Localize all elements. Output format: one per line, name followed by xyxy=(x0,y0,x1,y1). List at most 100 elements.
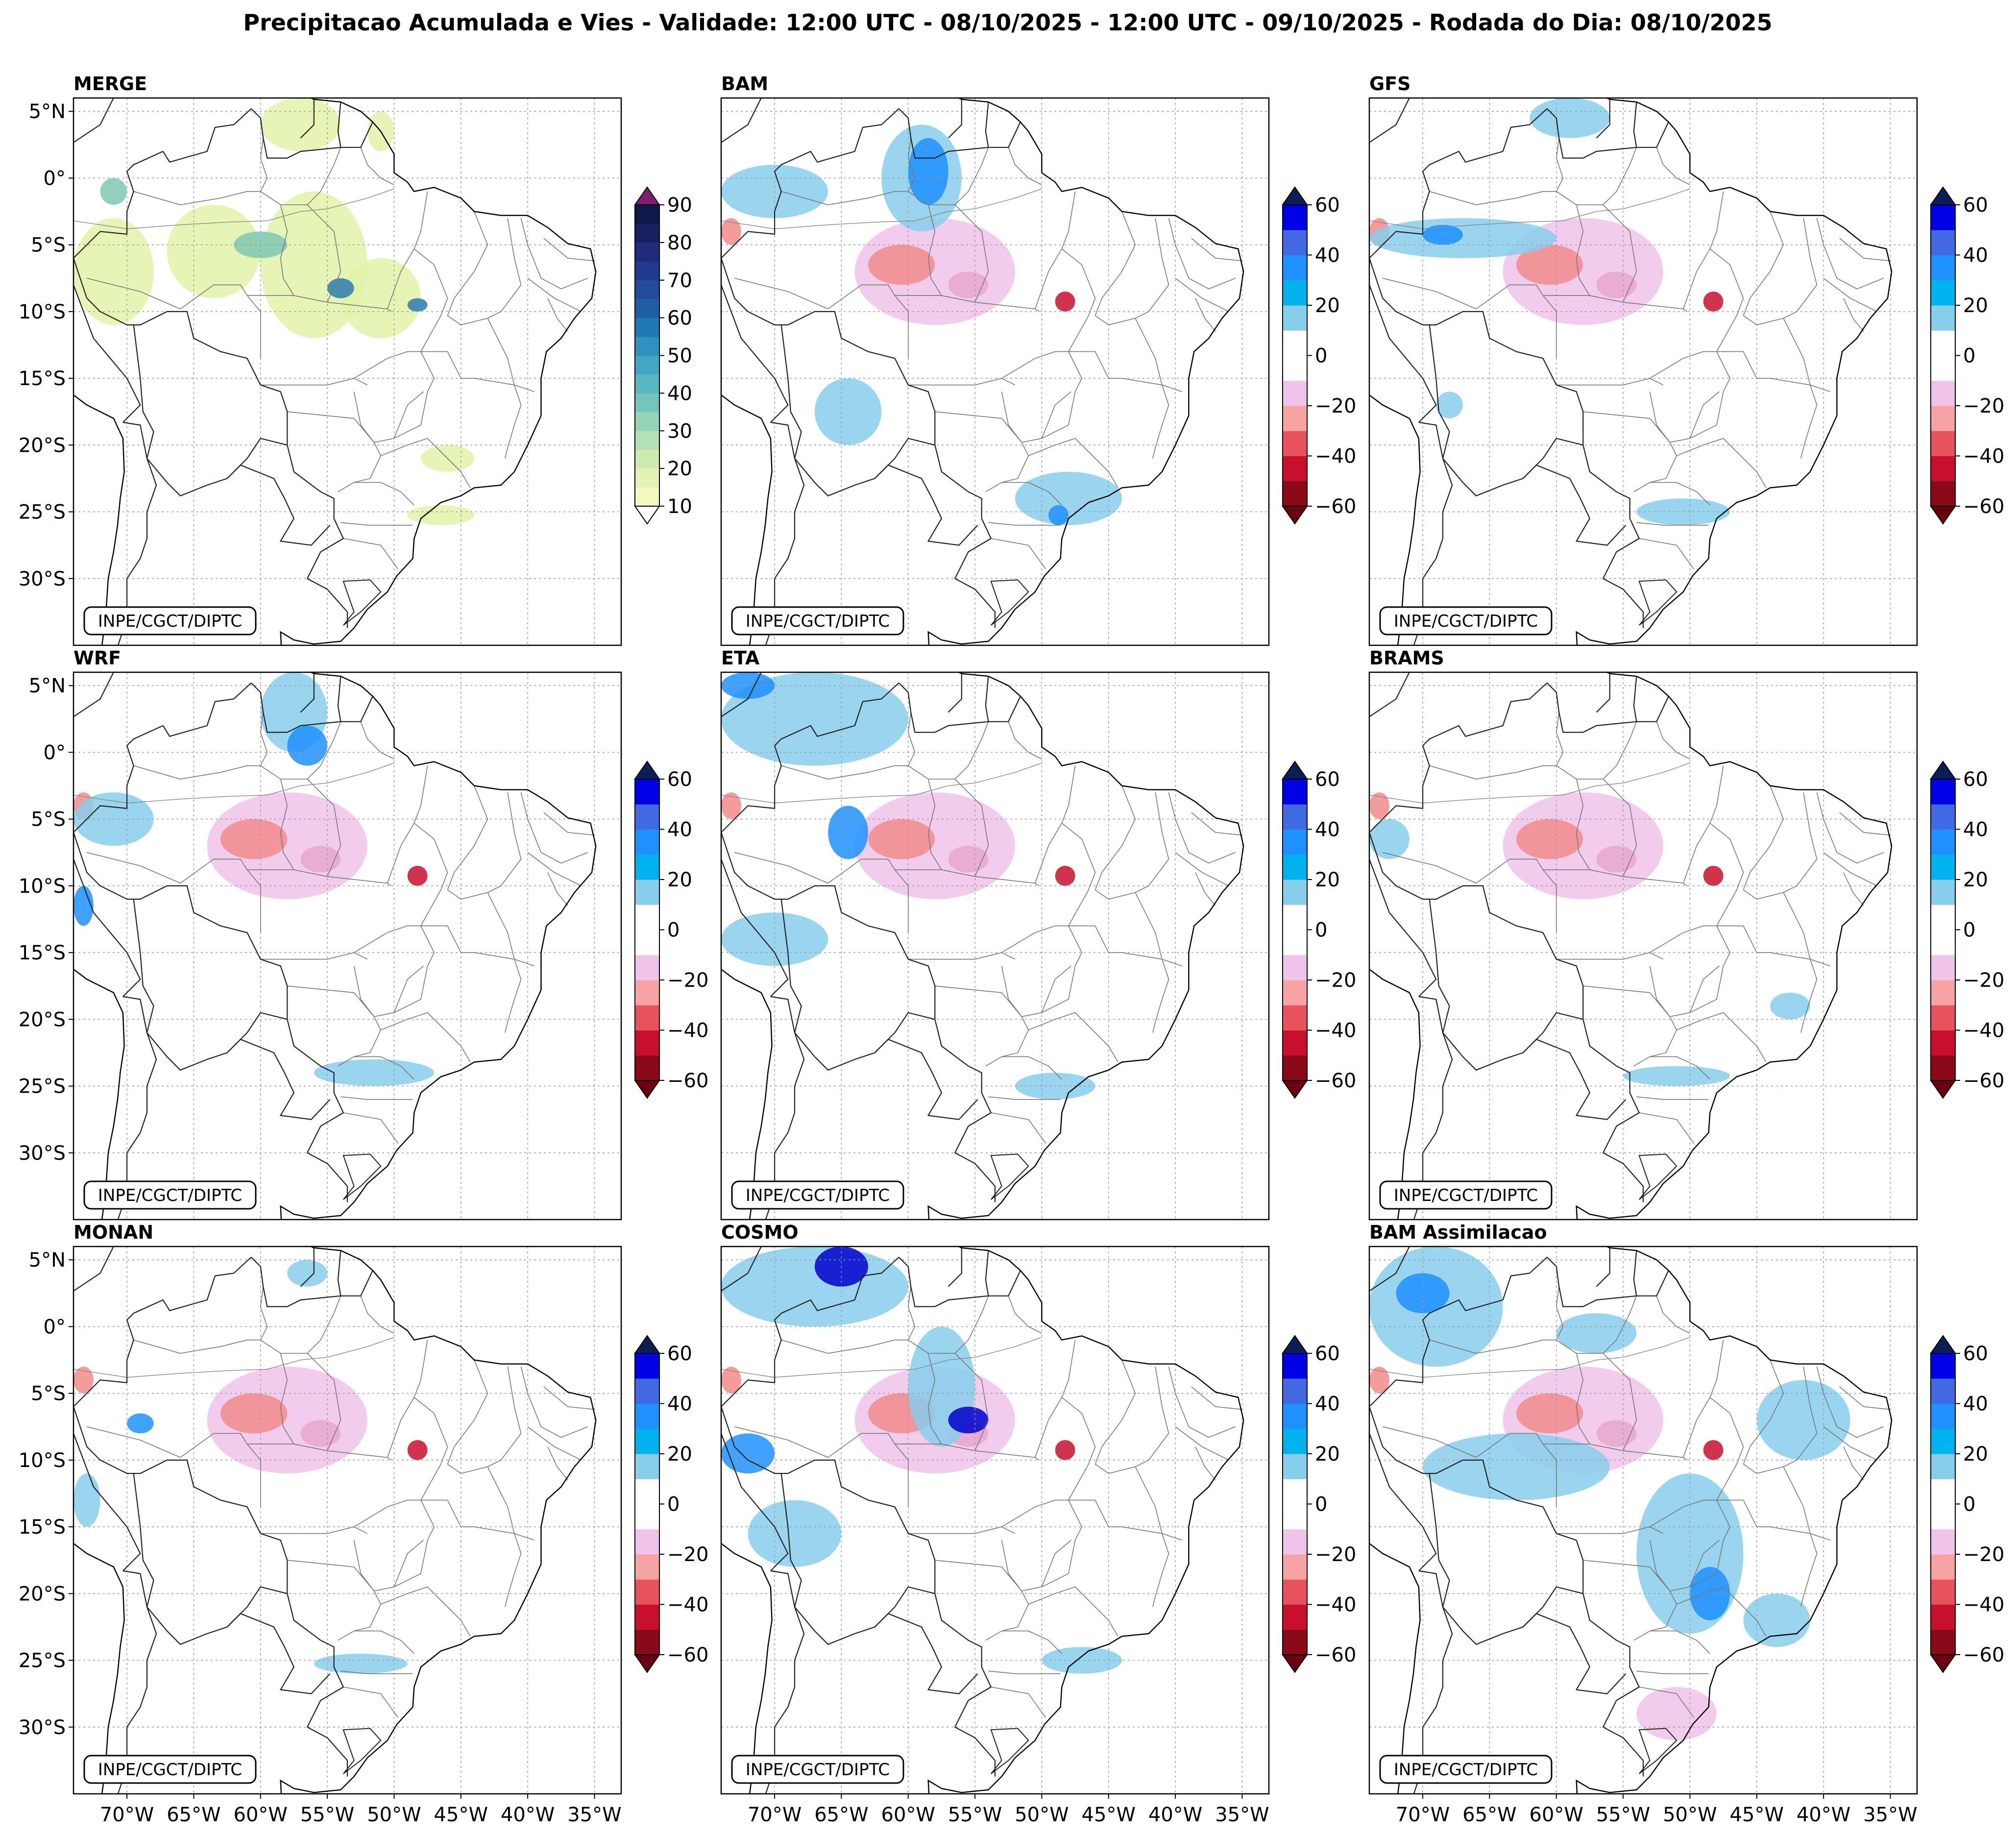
map-content xyxy=(73,672,621,1220)
colorbar-tick-label: 40 xyxy=(1963,819,1988,841)
state-border xyxy=(1191,1386,1242,1410)
credit-text: INPE/CGCT/DIPTC xyxy=(746,611,890,631)
colorbar-tick-label: 0 xyxy=(1963,345,1975,367)
state-border xyxy=(543,812,595,836)
state-border xyxy=(1555,138,1564,192)
panel-title: ETA xyxy=(721,647,760,669)
field-blob xyxy=(287,725,328,766)
colorbar-bias: 60 40 20 0 −20 −40 −60 xyxy=(1282,760,1356,1099)
field-blob xyxy=(327,278,354,298)
colorbar-swatch xyxy=(635,1454,659,1479)
colorbar-extend-bottom xyxy=(1930,1654,1956,1673)
state-border xyxy=(360,1296,394,1334)
colorbar-bias: 60 40 20 0 −20 −40 −60 xyxy=(634,1335,708,1673)
map-content xyxy=(721,98,1269,645)
state-border xyxy=(827,284,909,359)
state-border xyxy=(1175,278,1229,312)
field-blob xyxy=(854,218,1015,325)
lon-label: 45°W xyxy=(1730,1804,1784,1826)
field-blob xyxy=(1369,819,1409,859)
state-border xyxy=(1843,1446,1864,1481)
state-border xyxy=(1028,1012,1118,1062)
country-border xyxy=(226,464,331,546)
state-border xyxy=(1639,538,1695,570)
map-panel: BAM Assimilacao INPE/CGCT/DIPTC 70°W 65°W 60… xyxy=(1368,1222,1918,1826)
country-border xyxy=(250,108,373,159)
state-border xyxy=(1555,712,1564,766)
state-border xyxy=(527,852,582,886)
state-border xyxy=(354,1056,414,1080)
state-border xyxy=(907,138,916,192)
coastline xyxy=(927,98,1244,645)
state-border xyxy=(1543,1443,1688,1461)
country-border xyxy=(947,99,962,139)
map-content xyxy=(1369,98,1917,645)
state-border xyxy=(954,204,989,303)
colorbar-swatch xyxy=(635,1479,659,1530)
country-border xyxy=(765,421,805,645)
lat-label: 5°N xyxy=(29,675,66,697)
country-border xyxy=(947,1247,962,1287)
state-border xyxy=(413,1397,448,1501)
state-border xyxy=(1191,812,1242,836)
colorbar-extend-bottom xyxy=(1282,1654,1308,1673)
colorbar-swatch xyxy=(1283,1629,1307,1655)
colorbar-tick-label: −20 xyxy=(1963,969,2004,992)
field-blob xyxy=(1516,1393,1583,1434)
country-border xyxy=(1429,899,1583,1071)
state-border xyxy=(1843,872,1864,906)
state-border xyxy=(1583,1560,1677,1641)
lon-label: 65°W xyxy=(814,1804,868,1826)
state-border xyxy=(1676,1586,1767,1637)
colorbar-tick-label: −60 xyxy=(1315,1644,1356,1666)
country-border xyxy=(73,258,348,628)
colorbar-extend-bottom xyxy=(1930,1080,1956,1099)
state-border xyxy=(307,204,341,303)
state-border xyxy=(935,1560,1029,1641)
field-blob xyxy=(721,1367,741,1394)
colorbar-tick-label: −20 xyxy=(1315,1543,1356,1566)
colorbar-swatch xyxy=(1931,1030,1955,1056)
state-border xyxy=(895,1443,1040,1461)
colorbar-tick-label: −40 xyxy=(667,1594,708,1616)
country-border xyxy=(117,996,157,1220)
lon-label: 60°W xyxy=(1530,1804,1583,1826)
colorbar-swatch xyxy=(1283,1479,1307,1530)
country-border xyxy=(1429,1473,1583,1645)
colorbar-tick-label: 50 xyxy=(667,345,692,367)
country-border xyxy=(117,1570,157,1794)
river xyxy=(721,1337,1042,1378)
colorbar-swatch xyxy=(635,261,659,281)
field-blob xyxy=(1743,1593,1810,1647)
field-blob xyxy=(73,885,94,926)
coastline xyxy=(1576,98,1893,645)
colorbar-swatch xyxy=(1283,1030,1307,1056)
colorbar-swatch xyxy=(1931,854,1955,880)
lon-label: 55°W xyxy=(300,1804,354,1826)
colorbar-bias: 60 40 20 0 −20 −40 −60 xyxy=(1930,186,2004,525)
colorbar-tick-label: 40 xyxy=(1315,245,1340,267)
map-content xyxy=(721,1247,1269,1794)
field-blob xyxy=(1770,992,1810,1020)
colorbar-swatch xyxy=(635,242,659,262)
country-border xyxy=(947,673,962,713)
colorbar-tick-label: 10 xyxy=(667,495,692,518)
country-border xyxy=(73,98,167,171)
state-border xyxy=(280,1296,341,1354)
field-blob xyxy=(1436,391,1463,418)
map-content xyxy=(721,672,1269,1220)
country-border xyxy=(780,899,935,1071)
colorbar-bias: 60 40 20 0 −20 −40 −60 xyxy=(1282,186,1356,525)
state-border xyxy=(360,147,394,185)
state-border xyxy=(1823,1426,1877,1461)
colorbar-swatch xyxy=(635,829,659,855)
river xyxy=(721,188,1042,229)
country-border xyxy=(1429,324,1583,497)
country-border xyxy=(1369,832,1644,1202)
colorbar-swatch xyxy=(635,905,659,955)
colorbar-swatch xyxy=(1283,779,1307,805)
colorbar-swatch xyxy=(1931,456,1955,482)
state-border xyxy=(1800,1533,1818,1607)
state-border xyxy=(1656,721,1690,759)
state-border xyxy=(1152,959,1169,1033)
